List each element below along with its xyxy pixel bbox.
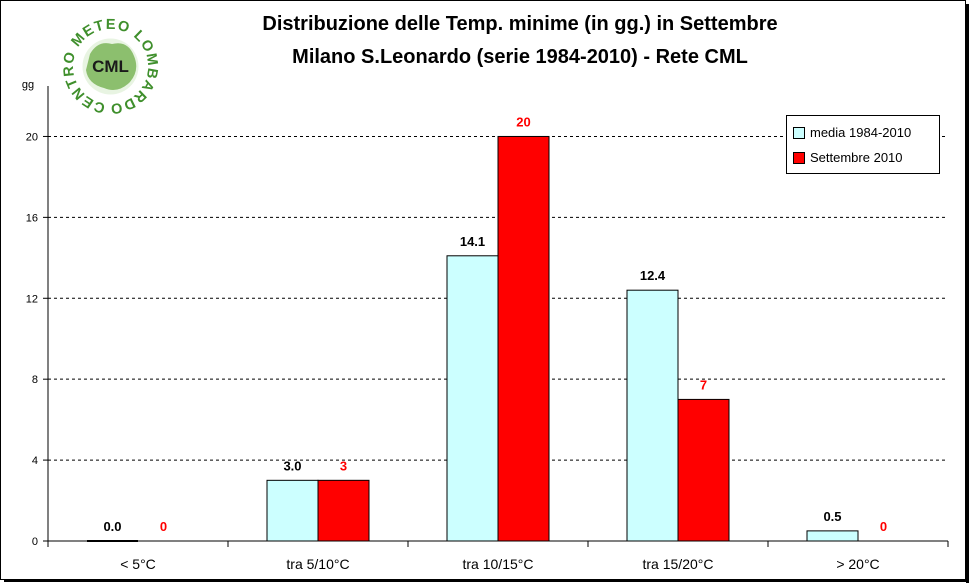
y-tick-label: 8 [32,374,38,386]
bar-settembre [317,479,370,542]
bars [87,135,859,542]
x-tick-label: tra 5/10°C [286,556,349,572]
data-label-settembre: 3 [340,458,347,473]
bar-media [266,479,319,542]
frame-shadow-bottom [4,579,969,582]
legend-item-media: media 1984-2010 [793,124,911,140]
data-label-settembre: 0 [880,519,887,534]
frame-shadow-right [966,4,969,583]
data-label-media: 0.5 [823,509,841,524]
data-label-media: 14.1 [460,234,485,249]
cml-logo: CML CENTRO METEO LOMBARDO [61,17,160,116]
y-tick-label: 12 [26,293,38,305]
bar-settembre [497,135,550,542]
x-tick-label: < 5°C [120,556,156,572]
chart-title: Distribuzione delle Temp. minime (in gg.… [262,13,778,35]
bar-media [446,255,499,542]
bar-media [806,530,859,542]
x-tick-label: tra 10/15°C [463,556,534,572]
data-label-settembre: 7 [700,377,707,392]
y-tick-label: 20 [26,131,38,143]
legend-swatch-media [793,126,805,139]
data-label-settembre: 20 [516,114,530,129]
bar-media [626,289,679,542]
legend: media 1984-2010 Settembre 2010 [786,115,940,174]
x-tick-label: > 20°C [836,556,879,572]
logo-center-text: CML [92,57,129,76]
labels: 0.0 3.0 14.1 12.4 0.5 0 3 20 7 0 [103,114,887,534]
legend-label-media: media 1984-2010 [810,125,912,141]
y-tick-label: 16 [26,212,38,224]
y-tick-label: 4 [32,455,38,467]
data-label-settembre: 0 [160,519,167,534]
data-label-media: 0.0 [103,519,121,534]
chart-subtitle: Milano S.Leonardo (serie 1984-2010) - Re… [292,46,748,68]
legend-label-settembre: Settembre 2010 [810,150,903,166]
x-tick-label: tra 15/20°C [643,556,714,572]
legend-item-settembre: Settembre 2010 [793,149,903,165]
y-axis-label: gg [22,79,34,91]
data-label-media: 12.4 [640,268,666,283]
legend-swatch-settembre [793,151,805,164]
bar-settembre [677,398,730,542]
data-label-media: 3.0 [283,458,301,473]
logo-map-shape [86,43,137,90]
y-tick-label: 0 [32,536,38,548]
